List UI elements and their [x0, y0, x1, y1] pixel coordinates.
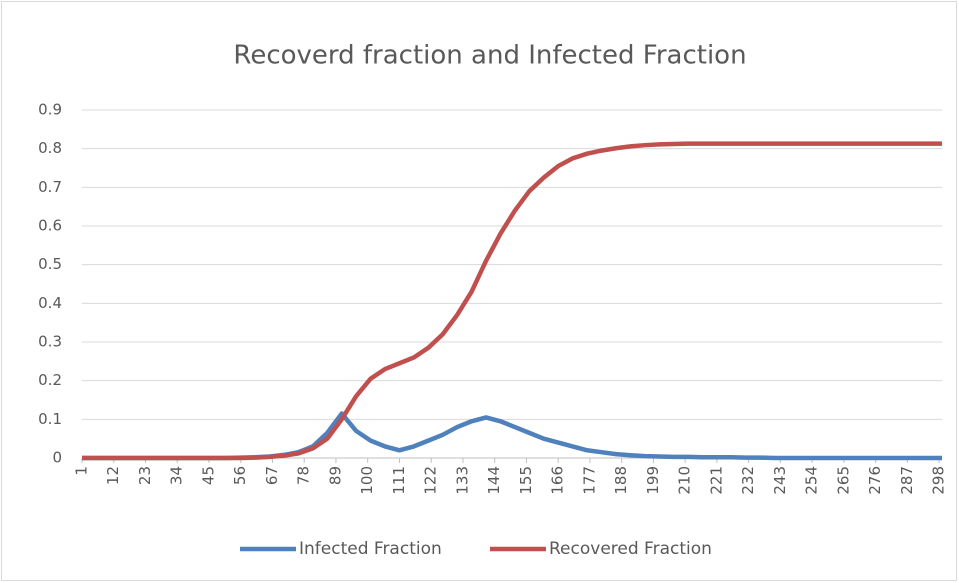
y-tick-label: 0: [52, 449, 62, 467]
x-tick-label: 12: [104, 466, 122, 485]
x-tick-label: 56: [231, 466, 249, 485]
x-tick-label: 155: [517, 466, 535, 495]
x-tick-label: 144: [485, 466, 503, 495]
x-tick-label: 100: [358, 466, 376, 495]
x-tick-label: 287: [898, 466, 916, 495]
x-tick-label: 1: [73, 466, 91, 476]
x-tick-label: 67: [263, 466, 281, 485]
y-tick-label: 0.5: [38, 255, 62, 273]
x-tick-label: 45: [199, 466, 217, 485]
x-tick-label: 122: [422, 466, 440, 495]
x-tick-label: 298: [930, 466, 948, 495]
x-tick-label: 34: [168, 466, 186, 485]
x-tick-label: 78: [295, 466, 313, 485]
y-tick-label: 0.9: [38, 101, 62, 119]
y-tick-label: 0.1: [38, 410, 62, 428]
y-tick-label: 0.8: [38, 139, 62, 157]
x-tick-label: 221: [707, 466, 725, 495]
y-tick-label: 0.3: [38, 333, 62, 351]
y-tick-label: 0.6: [38, 217, 62, 235]
y-tick-label: 0.2: [38, 371, 62, 389]
x-tick-label: 243: [771, 466, 789, 495]
x-tick-label: 254: [803, 466, 821, 495]
y-tick-label: 0.4: [38, 294, 62, 312]
x-tick-label: 166: [549, 466, 567, 495]
x-tick-label: 276: [866, 466, 884, 495]
series-line: [82, 141, 942, 461]
x-tick-label: 177: [580, 466, 598, 495]
y-tick-label: 0.7: [38, 178, 62, 196]
x-tick-label: 232: [739, 466, 757, 495]
x-tick-label: 265: [834, 466, 852, 495]
x-tick-label: 199: [644, 466, 662, 495]
x-tick-label: 23: [136, 466, 154, 485]
legend-label: Infected Fraction: [299, 539, 442, 559]
x-tick-label: 188: [612, 466, 630, 495]
x-tick-label: 133: [453, 466, 471, 495]
x-tick-label: 210: [676, 466, 694, 495]
chart-title: Recoverd fraction and Infected Fraction: [233, 41, 746, 71]
legend-label: Recovered Fraction: [549, 539, 712, 559]
x-tick-label: 89: [326, 466, 344, 485]
x-tick-label: 111: [390, 466, 408, 495]
